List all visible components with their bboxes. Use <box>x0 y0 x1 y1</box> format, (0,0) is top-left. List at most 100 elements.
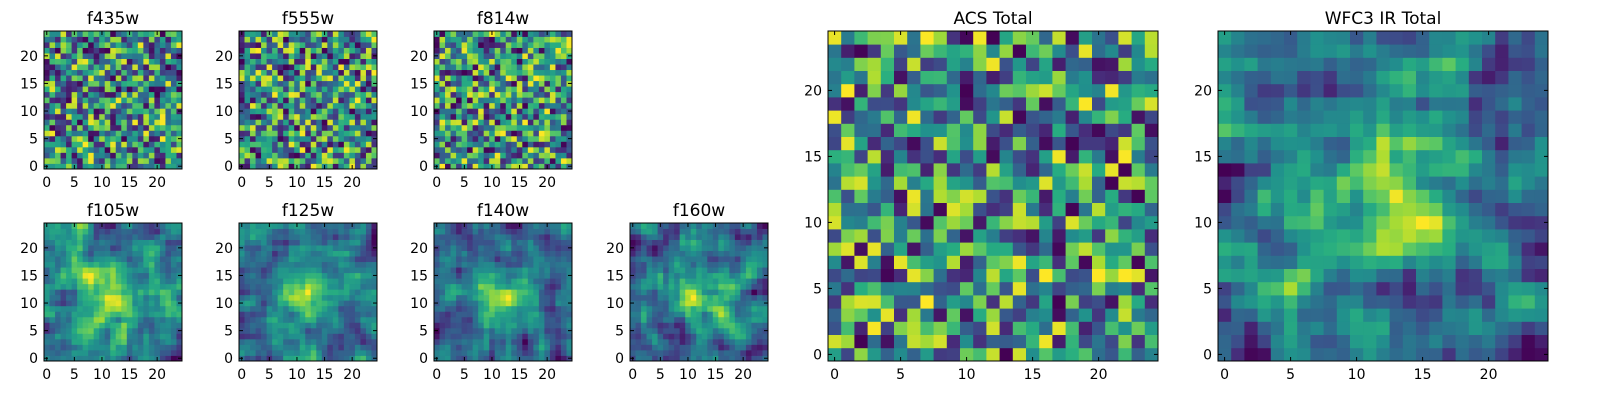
heatmap-cell <box>555 228 562 235</box>
heatmap-cell <box>159 108 166 115</box>
heatmap-cell <box>170 300 177 307</box>
heatmap-cell <box>729 234 736 240</box>
heatmap-cell <box>250 135 256 142</box>
y-tick-label: 5 <box>224 324 233 340</box>
heatmap-cell <box>137 223 144 229</box>
heatmap-cell <box>316 157 323 164</box>
heatmap-cell <box>110 289 117 296</box>
heatmap-cell <box>99 333 106 340</box>
heatmap-cell <box>316 58 323 65</box>
heatmap-cell <box>527 338 534 345</box>
heatmap-cell <box>132 124 139 131</box>
heatmap-cell <box>255 31 262 37</box>
heatmap-cell <box>154 141 161 148</box>
heatmap-cell <box>456 283 462 290</box>
heatmap-cell <box>132 141 139 148</box>
heatmap-cell <box>148 322 155 329</box>
heatmap-cell <box>255 157 262 164</box>
heatmap-cell <box>445 58 451 65</box>
heatmap-cell <box>516 135 523 142</box>
heatmap-cell <box>674 327 681 334</box>
heatmap-cell <box>522 316 529 323</box>
heatmap-cell <box>250 47 256 54</box>
heatmap-cell <box>115 135 122 142</box>
heatmap-cell <box>516 69 523 76</box>
heatmap-cell <box>115 278 122 285</box>
x-tick-label: 20 <box>734 367 752 383</box>
heatmap-cell <box>176 250 183 257</box>
heatmap-cell <box>1065 163 1080 177</box>
heatmap-cell <box>176 152 183 159</box>
heatmap-cell <box>635 355 642 362</box>
heatmap-cell <box>354 69 361 76</box>
heatmap-cell <box>533 256 540 263</box>
heatmap-cell <box>450 163 457 170</box>
heatmap-cell <box>365 256 372 263</box>
heatmap-cell <box>316 344 323 351</box>
heatmap-cell <box>294 300 301 307</box>
heatmap-cell <box>555 86 562 93</box>
heatmap-cell <box>93 97 100 104</box>
heatmap-cell <box>434 130 440 137</box>
heatmap-cell <box>154 53 161 59</box>
heatmap-cell <box>88 355 95 362</box>
heatmap-cell <box>93 135 100 142</box>
heatmap-cell <box>261 31 267 37</box>
heatmap-cell <box>533 42 540 48</box>
heatmap-cell <box>527 157 534 164</box>
heatmap-cell <box>1131 268 1146 283</box>
heatmap-cell <box>489 278 496 285</box>
heatmap-cell <box>349 69 356 76</box>
heatmap-cell <box>71 80 78 87</box>
heatmap-cell <box>483 311 490 318</box>
heatmap-cell <box>60 69 67 76</box>
heatmap-cell <box>88 91 95 98</box>
heatmap-cell <box>126 119 133 126</box>
heatmap-cell <box>77 338 84 345</box>
heatmap-cell <box>277 338 284 345</box>
heatmap-cell <box>751 256 758 263</box>
heatmap-cell <box>494 53 501 59</box>
heatmap-cell <box>533 338 540 345</box>
heatmap-cell <box>467 333 474 340</box>
heatmap-cell <box>630 333 636 340</box>
heatmap-cell <box>494 333 501 340</box>
y-tick-label: 15 <box>20 268 38 284</box>
heatmap-cell <box>165 256 172 263</box>
heatmap-cell <box>115 316 122 323</box>
heatmap-cell <box>283 80 290 87</box>
heatmap-cell <box>478 289 485 296</box>
heatmap-cell <box>960 189 974 203</box>
heatmap-cell <box>946 176 961 190</box>
heatmap-cell <box>255 349 262 356</box>
y-tick-label: 15 <box>215 268 233 284</box>
heatmap-cell <box>159 267 166 274</box>
heatmap-cell <box>555 124 562 131</box>
heatmap-cell <box>82 355 89 362</box>
heatmap-cell <box>60 146 67 153</box>
heatmap-cell <box>283 355 290 362</box>
heatmap-cell <box>244 239 251 246</box>
heatmap-cell <box>734 349 741 356</box>
heatmap-cell <box>450 146 457 153</box>
heatmap-cell <box>288 283 295 290</box>
heatmap-cell <box>505 250 512 257</box>
heatmap-cell <box>354 316 361 323</box>
x-tick-label: 10 <box>483 367 501 383</box>
heatmap-cell <box>445 146 451 153</box>
heatmap-cell <box>960 321 974 335</box>
heatmap-cell <box>549 316 556 323</box>
heatmap-cell <box>283 327 290 334</box>
heatmap-cell <box>646 305 653 312</box>
heatmap-cell <box>266 272 273 279</box>
heatmap-cell <box>104 130 111 137</box>
heatmap-cell <box>505 75 512 82</box>
heatmap-cell <box>696 234 703 240</box>
heatmap-cell <box>511 31 518 37</box>
heatmap-cell <box>154 228 161 235</box>
heatmap-cell <box>343 261 350 268</box>
heatmap-cell <box>907 334 921 349</box>
heatmap-cell <box>854 176 868 190</box>
heatmap-cell <box>445 124 451 131</box>
heatmap-cell <box>371 69 378 76</box>
